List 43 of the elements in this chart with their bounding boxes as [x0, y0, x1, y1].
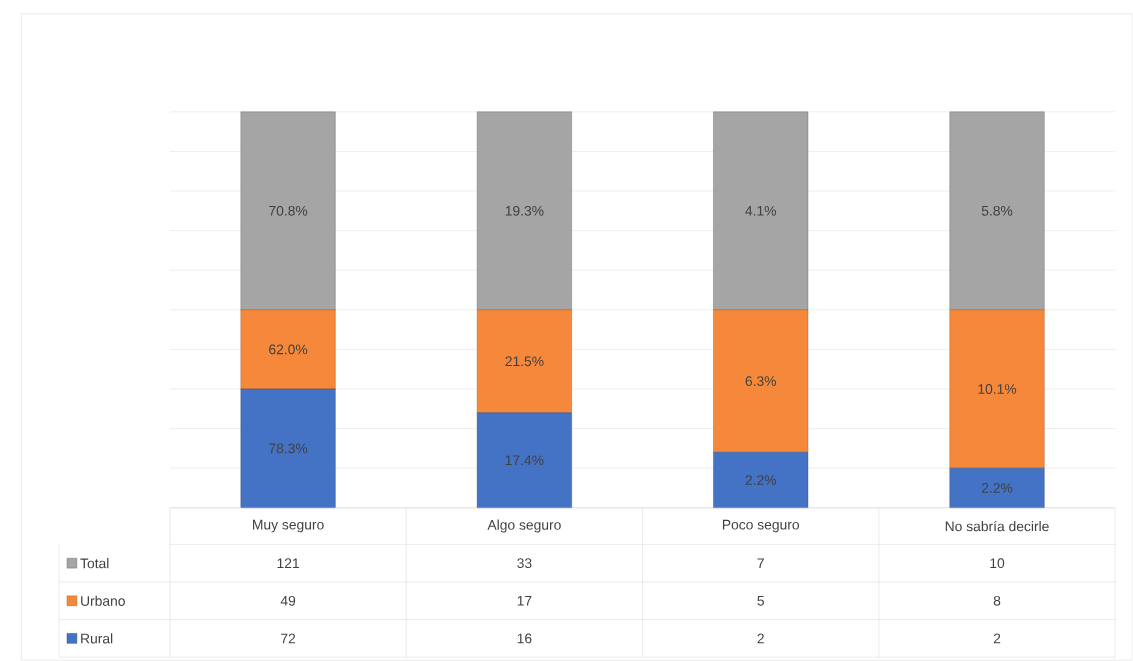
annotation: 4.1%	[745, 205, 777, 216]
annotation: 2.2%	[981, 483, 1013, 493]
bar	[240, 309, 336, 390]
text: 33	[517, 558, 532, 569]
legend-label: Total	[80, 558, 109, 569]
text: 8	[993, 595, 1001, 606]
bar	[713, 111, 809, 310]
bar	[949, 467, 1045, 508]
bar	[240, 111, 336, 310]
annotation: 10.1%	[978, 383, 1017, 394]
text: 16	[517, 633, 532, 644]
bar	[713, 309, 809, 453]
annotation: 78.3%	[269, 443, 308, 454]
annotation: 6.3%	[745, 376, 777, 386]
annotation: 70.8%	[269, 205, 308, 216]
annotation: 62.0%	[269, 344, 308, 355]
x-tick-label: No sabría decirle	[945, 520, 1049, 532]
bar	[240, 388, 336, 508]
annotation: 5.8%	[981, 205, 1013, 216]
text: 2	[993, 633, 1001, 644]
legend-label: Rural	[81, 633, 113, 644]
text: 17	[517, 595, 532, 606]
bar	[713, 452, 809, 508]
text: 121	[277, 558, 299, 568]
annotation: 17.4%	[505, 455, 544, 466]
text: 10	[990, 558, 1005, 569]
x-tick-label: Algo seguro	[487, 519, 561, 533]
text: 2	[757, 633, 764, 644]
annotation: 21.5%	[505, 356, 544, 367]
bar	[949, 309, 1045, 469]
annotation: 19.3%	[505, 205, 544, 216]
bar	[476, 412, 572, 508]
bar	[476, 111, 572, 310]
annotation: 2.2%	[745, 475, 777, 485]
x-tick-label: Poco seguro	[722, 519, 800, 533]
bar	[476, 309, 572, 413]
bar	[949, 111, 1045, 310]
text: 72	[281, 633, 296, 644]
legend-label: Urbano	[81, 595, 125, 606]
x-tick-label: Muy seguro	[253, 519, 324, 533]
text: 49	[280, 595, 296, 606]
text: 7	[757, 558, 764, 568]
text: 5	[757, 595, 764, 606]
